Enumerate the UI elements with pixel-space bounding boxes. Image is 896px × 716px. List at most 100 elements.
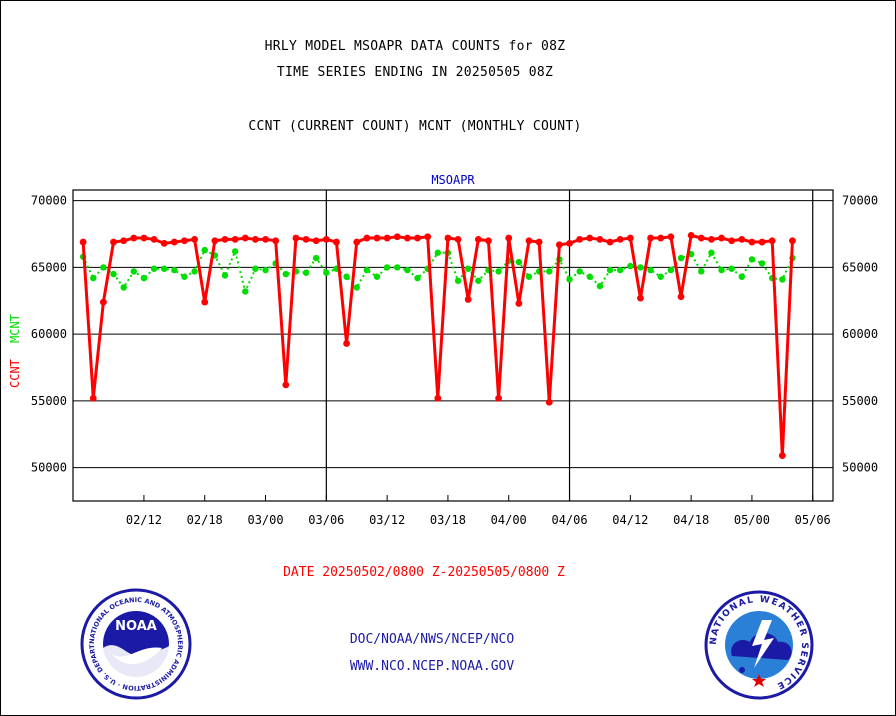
ccnt-data-point (140, 234, 148, 242)
ccnt-data-point (687, 231, 695, 239)
mcnt-data-point (130, 268, 137, 275)
ccnt-data-point (363, 234, 371, 242)
mcnt-data-point (667, 266, 675, 274)
mcnt-data-point (738, 273, 745, 280)
mcnt-data-point (161, 265, 168, 272)
y-tick-label-left: 55000 (31, 394, 67, 408)
mcnt-data-point (120, 284, 127, 291)
ccnt-data-point (748, 238, 756, 246)
mcnt-data-point (637, 264, 644, 271)
y-tick-label-left: 50000 (31, 461, 67, 475)
ccnt-data-point (221, 235, 229, 243)
ccnt-data-point (343, 340, 350, 347)
ccnt-data-point (616, 235, 624, 243)
ccnt-data-point (596, 235, 604, 243)
ccnt-data-point (474, 235, 482, 243)
y-tick-label-right: 60000 (842, 327, 878, 341)
x-tick-label: 02/12 (126, 513, 162, 527)
mcnt-data-point (475, 277, 482, 284)
mcnt-data-point (586, 273, 593, 280)
mcnt-data-point (728, 265, 735, 272)
ccnt-data-point (738, 235, 746, 243)
mcnt-data-point (140, 274, 148, 282)
ccnt-data-point (515, 300, 523, 307)
x-tick-label: 04/12 (612, 513, 648, 527)
website-link[interactable]: WWW.NCO.NCEP.NOAA.GOV (349, 659, 515, 674)
ccnt-data-point (485, 237, 492, 245)
chart-title-line2: TIME SERIES ENDING IN 20250505 08Z (276, 65, 554, 80)
mcnt-data-point (100, 264, 107, 271)
x-tick-label: 05/06 (795, 513, 831, 527)
ccnt-data-point (626, 234, 634, 242)
ccnt-data-point (606, 238, 614, 246)
ccnt-data-point (495, 394, 502, 402)
x-tick-label: 04/18 (673, 513, 709, 527)
ccnt-data-point (383, 234, 391, 242)
mcnt-data-point (383, 264, 391, 271)
ccnt-data-point (414, 234, 421, 242)
mcnt-data-point (414, 274, 421, 282)
mcnt-data-point (262, 266, 269, 274)
mcnt-data-point (748, 256, 756, 263)
ccnt-data-point (292, 234, 300, 242)
ccnt-data-point (454, 235, 462, 243)
mcnt-data-point (758, 260, 766, 267)
y-tick-label-left: 60000 (31, 327, 67, 341)
ccnt-data-point (252, 235, 259, 243)
mcnt-data-point (363, 266, 371, 274)
ccnt-data-point (768, 237, 776, 245)
mcnt-data-point (282, 270, 289, 278)
mcnt-data-point (231, 248, 239, 255)
noaa-logo: NATIONAL OCEANIC AND ATMOSPHERIC ADMINIS… (80, 588, 192, 700)
mcnt-data-point (404, 266, 411, 274)
mcnt-data-point (718, 266, 725, 274)
mcnt-data-point (525, 273, 533, 280)
ccnt-data-point (160, 239, 168, 247)
ccnt-data-point (525, 237, 533, 245)
ccnt-data-point (120, 237, 128, 245)
ccnt-data-point (100, 298, 107, 306)
mcnt-data-point (465, 265, 472, 272)
mcnt-data-point (302, 269, 310, 276)
mcnt-data-point (171, 266, 178, 274)
date-range-label: DATE 20250502/0800 Z-20250505/0800 Z (283, 565, 565, 580)
ccnt-data-point (130, 234, 138, 242)
ccnt-data-point (728, 237, 736, 245)
ccnt-data-point (110, 238, 117, 246)
mcnt-data-point (495, 268, 502, 275)
ccnt-data-point (657, 234, 665, 242)
ccnt-data-point (181, 237, 188, 245)
ccnt-data-point (79, 238, 87, 246)
chart-title-line1: HRLY MODEL MSOAPR DATA COUNTS for 08Z (264, 39, 566, 54)
mcnt-data-point (373, 273, 381, 280)
ccnt-data-point (424, 233, 432, 241)
ccnt-data-point (231, 235, 239, 243)
panel-label: MSOAPR (431, 173, 475, 187)
mcnt-data-point (606, 266, 614, 274)
mcnt-data-point (454, 277, 462, 284)
y-tick-label-left: 65000 (31, 260, 67, 274)
noaa-center-text: NOAA (115, 619, 157, 634)
ccnt-data-point (464, 296, 472, 303)
mcnt-data-point (546, 268, 553, 275)
mcnt-data-point (221, 272, 229, 279)
mcnt-data-point (191, 268, 198, 275)
ccnt-data-point (505, 234, 513, 242)
ccnt-series-line (81, 233, 794, 458)
org-label: DOC/NOAA/NWS/NCEP/NCO (349, 632, 515, 647)
ccnt-data-point (201, 298, 209, 306)
x-tick-label: 02/18 (187, 513, 223, 527)
mcnt-data-point (90, 274, 97, 282)
ccnt-data-point (545, 398, 553, 406)
ccnt-data-point (758, 238, 766, 246)
ccnt-data-point (444, 234, 452, 242)
ccnt-data-point (718, 234, 725, 242)
ccnt-data-point (211, 237, 219, 245)
y-tick-label-right: 50000 (842, 461, 878, 475)
time-series-chart: 50000 50000 55000 55000 60000 60000 65000 65000… (8, 173, 878, 527)
mcnt-data-point (627, 262, 634, 270)
ccnt-data-point (667, 233, 675, 241)
legend-mcnt-label: MCNT (8, 314, 22, 343)
ccnt-data-point (677, 293, 685, 301)
mcnt-data-point (181, 273, 188, 280)
